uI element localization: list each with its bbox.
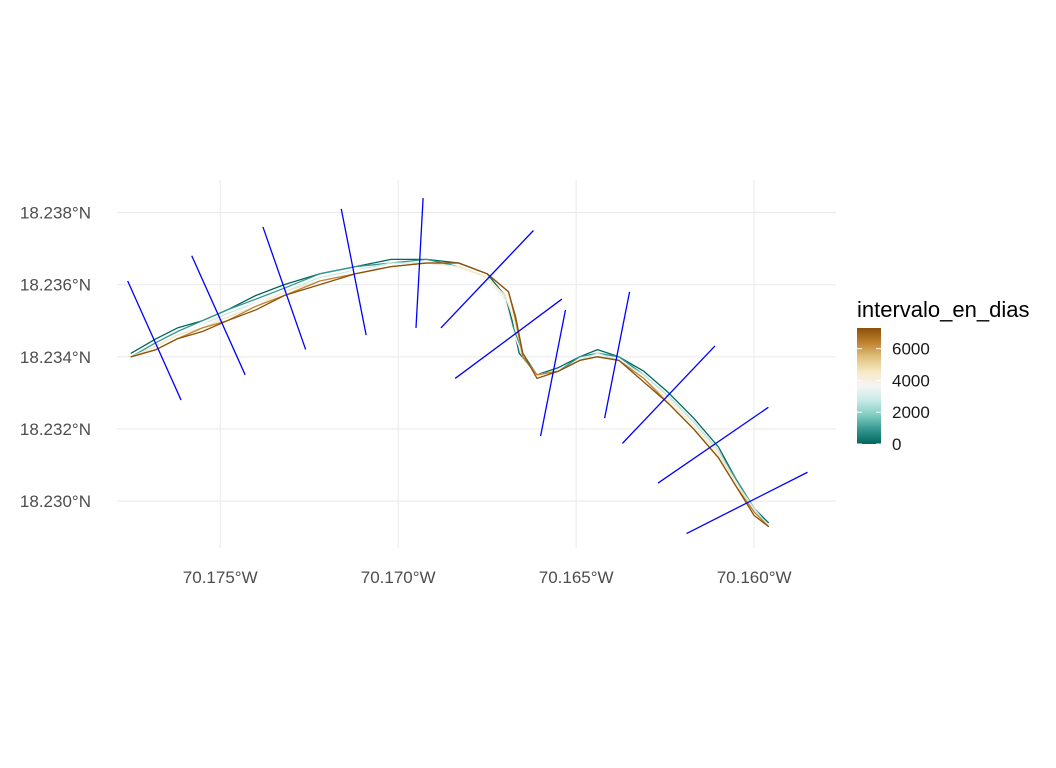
y-tick-label: 18.232°N — [20, 420, 91, 439]
legend-colorbar — [857, 328, 881, 444]
transect-line — [440, 230, 534, 329]
transect-line — [191, 255, 246, 376]
shoreline-line — [130, 262, 770, 528]
shoreline-line — [130, 258, 770, 524]
transect-line — [340, 208, 367, 336]
transect-line — [686, 471, 808, 535]
transects — [127, 198, 808, 535]
shoreline-series — [130, 258, 770, 528]
transect-line — [415, 198, 424, 328]
legend: intervalo_en_dias 0 2000 4000 6000 — [857, 297, 1029, 454]
x-tick-label: 70.160°W — [717, 568, 792, 587]
y-tick-label: 18.236°N — [20, 276, 91, 295]
grid-lines — [117, 180, 836, 548]
shoreline-line — [130, 258, 770, 528]
transect-line — [657, 406, 769, 484]
legend-label: 4000 — [892, 371, 930, 390]
transect-line — [262, 226, 307, 350]
x-tick-label: 70.170°W — [361, 568, 436, 587]
shoreline-line — [130, 262, 770, 528]
x-tick-label: 70.175°W — [183, 568, 258, 587]
axis-tick-labels: 70.175°W 70.170°W 70.165°W 70.160°W 18.238°N… — [20, 203, 792, 587]
legend-label: 0 — [892, 435, 901, 454]
transect-line — [539, 309, 567, 437]
shoreline-line — [130, 262, 770, 528]
y-tick-label: 18.230°N — [20, 492, 91, 511]
transect-line — [454, 298, 563, 379]
shoreline-line — [130, 262, 770, 528]
transect-line — [127, 280, 182, 401]
transect-line — [621, 345, 716, 444]
legend-label: 2000 — [892, 403, 930, 422]
y-tick-label: 18.234°N — [20, 348, 91, 367]
legend-label: 6000 — [892, 340, 930, 359]
y-tick-label: 18.238°N — [20, 203, 91, 222]
legend-ticks: 0 2000 4000 6000 — [857, 340, 930, 454]
transect-line — [604, 291, 631, 419]
legend-title: intervalo_en_dias — [857, 297, 1029, 322]
shoreline-line — [130, 262, 770, 528]
x-tick-label: 70.165°W — [539, 568, 614, 587]
